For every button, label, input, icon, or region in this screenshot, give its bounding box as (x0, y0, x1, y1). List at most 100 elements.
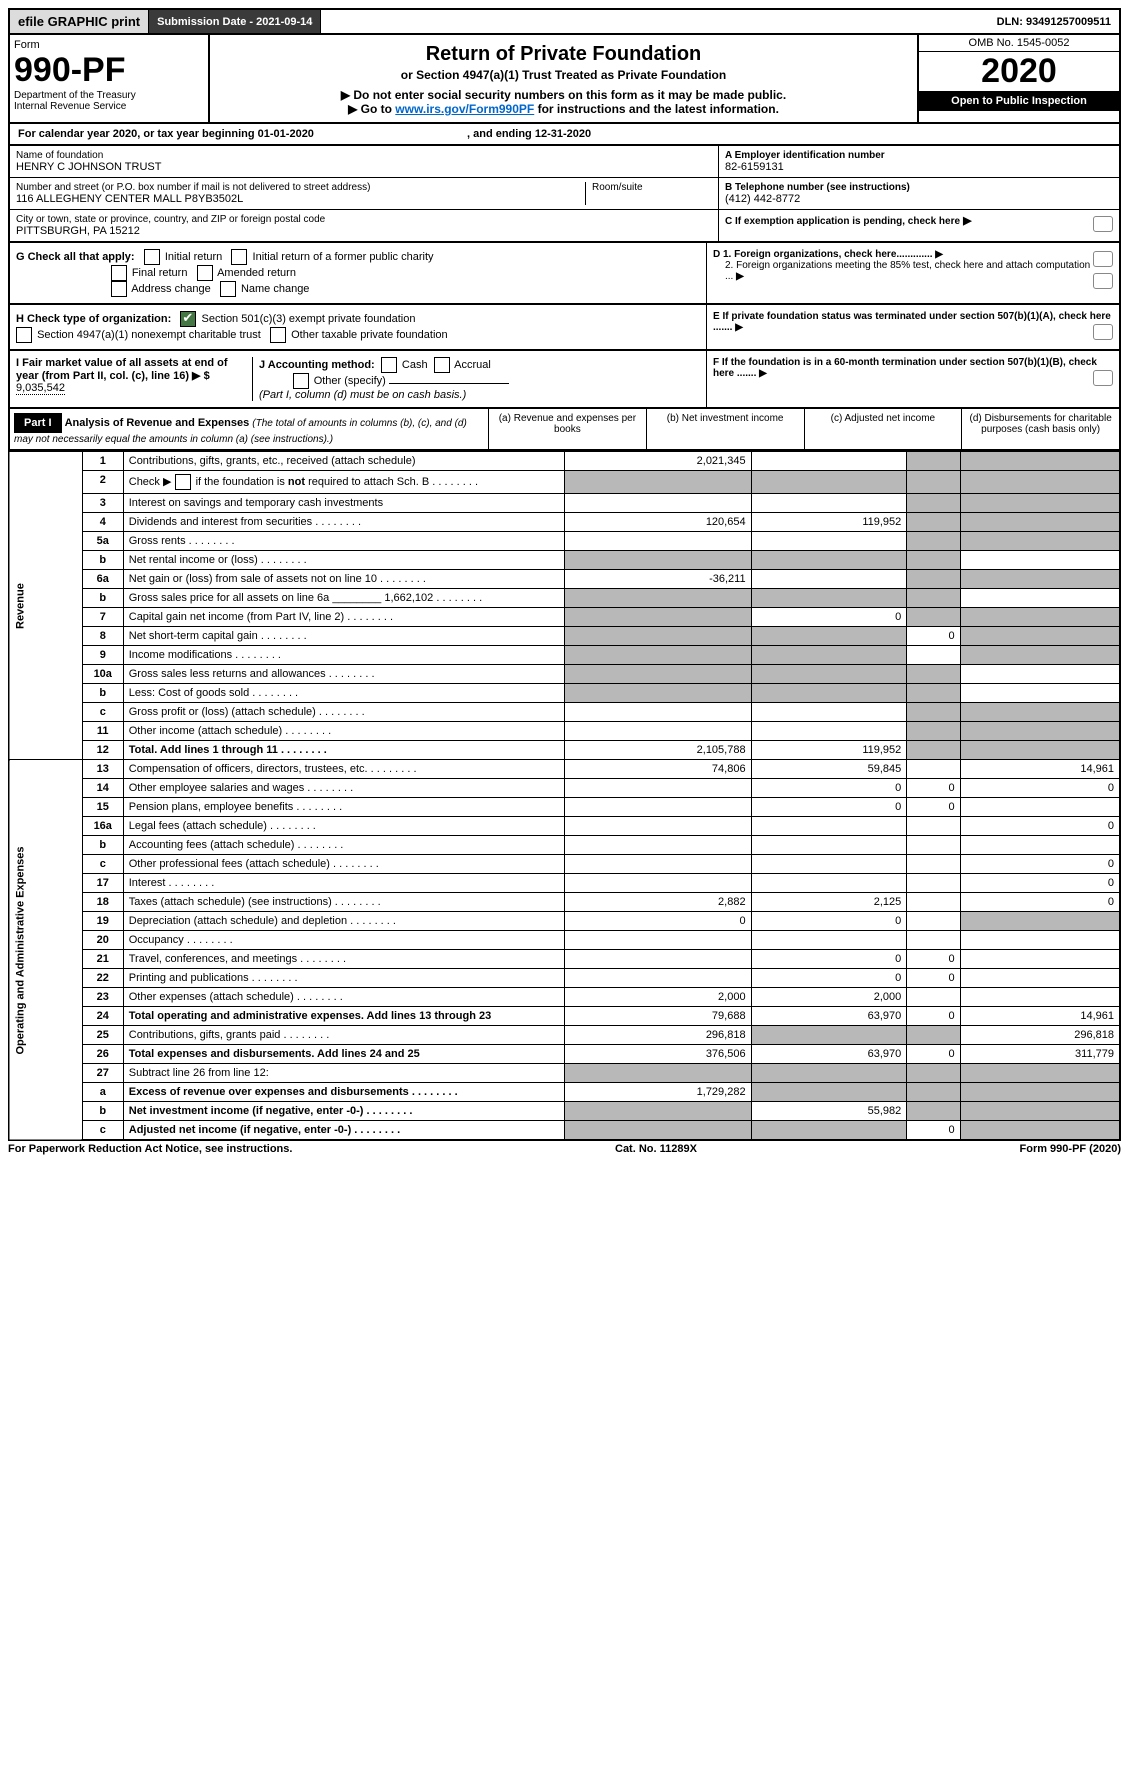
part-title: Analysis of Revenue and Expenses (65, 417, 250, 429)
cell-a: 296,818 (564, 1026, 751, 1045)
tax-year: 2020 (919, 52, 1119, 91)
part-label: Part I (14, 413, 62, 433)
cell-dd (960, 798, 1120, 817)
table-row: 15Pension plans, employee benefits 00 (9, 798, 1120, 817)
line-number: 20 (82, 931, 123, 950)
line-number: 12 (82, 741, 123, 760)
table-row: bNet rental income or (loss) (9, 551, 1120, 570)
cell-c: 0 (907, 1007, 960, 1026)
g-final[interactable] (111, 265, 127, 281)
cell-b (751, 836, 907, 855)
footer: For Paperwork Reduction Act Notice, see … (8, 1143, 1121, 1155)
table-row: 18Taxes (attach schedule) (see instructi… (9, 893, 1120, 912)
cell-dd (960, 1064, 1120, 1083)
cell-dd (960, 532, 1120, 551)
table-row: 26Total expenses and disbursements. Add … (9, 1045, 1120, 1064)
line-number: a (82, 1083, 123, 1102)
cell-c (907, 551, 960, 570)
line-number: 11 (82, 722, 123, 741)
line-desc: Compensation of officers, directors, tru… (123, 760, 564, 779)
cell-c (907, 452, 960, 471)
cell-c (907, 703, 960, 722)
table-row: 24Total operating and administrative exp… (9, 1007, 1120, 1026)
line-number: 25 (82, 1026, 123, 1045)
cell-dd (960, 513, 1120, 532)
cell-a (564, 1102, 751, 1121)
cell-a (564, 608, 751, 627)
schB-checkbox[interactable] (175, 474, 191, 490)
cell-dd: 0 (960, 874, 1120, 893)
c-checkbox[interactable] (1093, 216, 1113, 232)
cell-b (751, 471, 907, 494)
cell-b: 0 (751, 798, 907, 817)
table-row: cOther professional fees (attach schedul… (9, 855, 1120, 874)
phone-cell: B Telephone number (see instructions) (4… (719, 178, 1119, 210)
cell-c (907, 988, 960, 1007)
table-row: 21Travel, conferences, and meetings 00 (9, 950, 1120, 969)
line-desc: Adjusted net income (if negative, enter … (123, 1121, 564, 1141)
d2-checkbox[interactable] (1093, 273, 1113, 289)
form-link[interactable]: www.irs.gov/Form990PF (395, 102, 534, 116)
cell-dd (960, 589, 1120, 608)
cell-b (751, 532, 907, 551)
line-number: 22 (82, 969, 123, 988)
cell-b (751, 703, 907, 722)
cell-b: 63,970 (751, 1007, 907, 1026)
footer-left: For Paperwork Reduction Act Notice, see … (8, 1143, 292, 1155)
table-row: 9Income modifications (9, 646, 1120, 665)
room-label: Room/suite (592, 182, 712, 193)
table-row: 2Check ▶ if the foundation is not requir… (9, 471, 1120, 494)
h-501c3[interactable] (180, 311, 196, 327)
cell-b (751, 1083, 907, 1102)
cell-a (564, 532, 751, 551)
table-row: 25Contributions, gifts, grants paid 296,… (9, 1026, 1120, 1045)
f-checkbox[interactable] (1093, 370, 1113, 386)
d-block: D 1. Foreign organizations, check here..… (706, 243, 1119, 303)
g-amended[interactable] (197, 265, 213, 281)
cell-dd: 0 (960, 893, 1120, 912)
table-row: 23Other expenses (attach schedule) 2,000… (9, 988, 1120, 1007)
g-initial-former[interactable] (231, 249, 247, 265)
cell-c: 0 (907, 627, 960, 646)
line-desc: Excess of revenue over expenses and disb… (123, 1083, 564, 1102)
table-row: 16aLegal fees (attach schedule) 0 (9, 817, 1120, 836)
g-address[interactable] (111, 281, 127, 297)
cell-c (907, 931, 960, 950)
cell-b: 59,845 (751, 760, 907, 779)
h-4947[interactable] (16, 327, 32, 343)
line-number: c (82, 703, 123, 722)
h-other[interactable] (270, 327, 286, 343)
cell-c (907, 646, 960, 665)
cell-dd (960, 684, 1120, 703)
g-initial[interactable] (144, 249, 160, 265)
d1-checkbox[interactable] (1093, 251, 1113, 267)
line-desc: Other income (attach schedule) (123, 722, 564, 741)
cell-a (564, 1064, 751, 1083)
line-number: c (82, 855, 123, 874)
cell-dd (960, 988, 1120, 1007)
cell-a (564, 494, 751, 513)
line-desc: Less: Cost of goods sold (123, 684, 564, 703)
j-other[interactable] (293, 373, 309, 389)
j-cash[interactable] (381, 357, 397, 373)
g-name[interactable] (220, 281, 236, 297)
table-row: bLess: Cost of goods sold (9, 684, 1120, 703)
form-title: Return of Private Foundation (216, 43, 911, 66)
cell-a (564, 471, 751, 494)
cell-c: 0 (907, 1045, 960, 1064)
print-button[interactable]: print (111, 14, 140, 29)
cell-b (751, 646, 907, 665)
open-public: Open to Public Inspection (919, 91, 1119, 111)
cell-a: 1,729,282 (564, 1083, 751, 1102)
e-checkbox[interactable] (1093, 324, 1113, 340)
submission-date: Submission Date - 2021-09-14 (149, 10, 321, 33)
ij-block: I Fair market value of all assets at end… (10, 351, 706, 407)
table-row: 4Dividends and interest from securities … (9, 513, 1120, 532)
table-row: 11Other income (attach schedule) (9, 722, 1120, 741)
cell-dd (960, 741, 1120, 760)
line-desc: Printing and publications (123, 969, 564, 988)
cell-dd (960, 627, 1120, 646)
cell-a: 74,806 (564, 760, 751, 779)
cell-b (751, 722, 907, 741)
j-accrual[interactable] (434, 357, 450, 373)
